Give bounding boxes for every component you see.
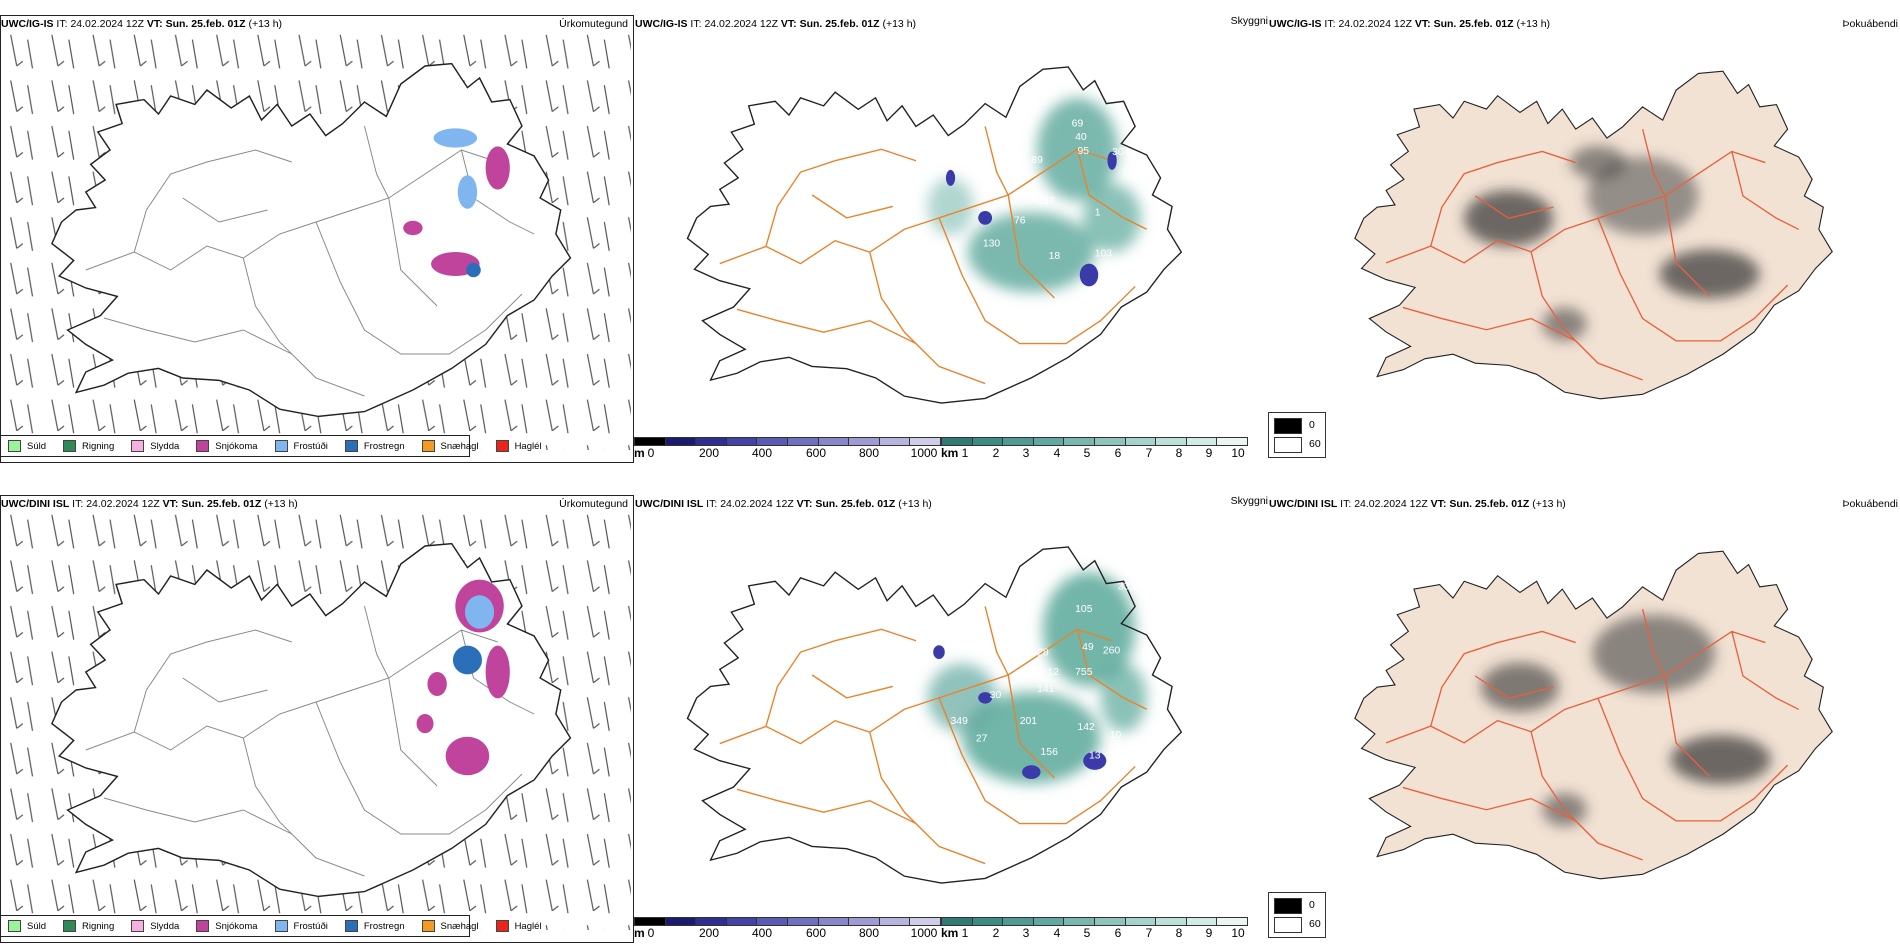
legend-item: Haglél xyxy=(495,440,542,452)
value-label: 89 xyxy=(1031,155,1043,166)
value-label: 103 xyxy=(1095,249,1113,260)
legend-item: Slydda xyxy=(131,440,179,452)
tick: 0 xyxy=(647,446,655,460)
precip-type-map xyxy=(1,510,631,930)
value-label: 18 xyxy=(1049,251,1061,262)
precip-legend: Súld Rigning Slydda Snjókoma Frostúði Fr… xyxy=(0,915,542,937)
precip-type-label: Úrkomutegund xyxy=(559,18,628,30)
fog-map xyxy=(1354,550,1833,880)
svg-text:201: 201 xyxy=(1020,716,1038,727)
fog-legend: 0 60 xyxy=(1268,892,1326,938)
tick: 800 xyxy=(858,446,880,460)
legend-item: Snjókoma xyxy=(196,440,258,452)
panel-title: UWC/DINI ISL IT: 24.02.2024 12Z VT: Sun.… xyxy=(1,498,298,510)
fog-shading xyxy=(1464,145,1760,341)
precip-type-panel-2: UWC/DINI ISL IT: 24.02.2024 12Z VT: Sun.… xyxy=(0,480,640,950)
visibility-values: 333 105 49 260 20 28 755 12 141 30 349 2… xyxy=(939,581,1135,761)
svg-text:142: 142 xyxy=(1077,722,1095,733)
legend-item: Súld xyxy=(8,440,46,452)
visibility-colorbar xyxy=(941,437,1248,446)
height-unit: m xyxy=(634,446,645,460)
fog-label: Þokuábendi xyxy=(1842,18,1898,30)
legend-item: Snæhagl xyxy=(421,440,479,452)
panel-title: UWC/IG-IS IT: 24.02.2024 12Z VT: Sun. 25… xyxy=(1,18,282,30)
tick: 1000 xyxy=(910,446,938,460)
visibility-map: 69 40 95 304 89 137 130 76 18 103 1 xyxy=(686,66,1182,404)
svg-text:20: 20 xyxy=(939,633,951,644)
svg-text:13: 13 xyxy=(1089,750,1101,761)
it-label: IT: xyxy=(56,18,68,30)
svg-text:12: 12 xyxy=(1047,667,1059,678)
fog-legend: 0 60 xyxy=(1268,412,1326,458)
legend-item: Frostregn xyxy=(344,440,405,452)
low-visibility-spots xyxy=(945,151,1117,287)
svg-text:28: 28 xyxy=(1037,648,1049,659)
panel-title: UWC/DINI ISL IT: 24.02.2024 12Z VT: Sun.… xyxy=(1269,498,1566,510)
value-label: 1 xyxy=(1095,208,1101,219)
value-label: 304 xyxy=(1112,147,1130,158)
fog-map xyxy=(1354,70,1833,400)
visibility-values: 69 40 95 304 89 137 130 76 18 103 1 xyxy=(983,118,1130,262)
value-label: 40 xyxy=(1075,132,1087,143)
value-label: 76 xyxy=(1014,216,1026,227)
svg-text:105: 105 xyxy=(1075,604,1093,615)
visibility-panel-1: UWC/IG-IS IT: 24.02.2024 12Z VT: Sun. 25… xyxy=(634,15,1268,460)
value-label: 69 xyxy=(1072,118,1084,129)
fog-panel-2: UWC/DINI ISL IT: 24.02.2024 12Z VT: Sun.… xyxy=(1268,480,1900,950)
panel-title: UWC/IG-IS IT: 24.02.2024 12Z VT: Sun. 25… xyxy=(1269,18,1551,30)
value-label: 95 xyxy=(1077,146,1089,157)
land xyxy=(1354,70,1833,400)
svg-text:30: 30 xyxy=(990,690,1002,701)
value-label: 130 xyxy=(983,238,1001,249)
panel-title: UWC/IG-IS IT: 24.02.2024 12Z VT: Sun. 25… xyxy=(635,18,917,30)
vt-label: VT: xyxy=(146,18,163,30)
visibility-colorbar xyxy=(941,917,1248,926)
svg-text:349: 349 xyxy=(951,716,969,727)
precip-areas xyxy=(403,128,510,278)
lead-time: (+13 h) xyxy=(248,18,283,30)
visibility-map: 333 105 49 260 20 28 755 12 141 30 349 2… xyxy=(686,546,1182,884)
svg-text:141: 141 xyxy=(1037,684,1055,695)
svg-text:10: 10 xyxy=(1110,730,1122,741)
it-value: 24.02.2024 12Z xyxy=(70,18,144,30)
visibility-unit: km xyxy=(941,446,959,460)
svg-text:755: 755 xyxy=(1075,667,1093,678)
panel-title: UWC/DINI ISL IT: 24.02.2024 12Z VT: Sun.… xyxy=(635,498,932,510)
precip-legend: Súld Rigning Slydda Snjókoma Frostúði Fr… xyxy=(0,435,542,457)
height-colorbar xyxy=(634,917,941,926)
visibility-panel-2: UWC/DINI ISL IT: 24.02.2024 12Z VT: Sun.… xyxy=(634,495,1268,940)
vt-value: Sun. 25.feb. 01Z xyxy=(165,18,246,30)
precip-map-frame xyxy=(0,15,634,463)
precip-type-panel-1: UWC/IG-IS IT: 24.02.2024 12Z VT: Sun. 25… xyxy=(0,0,640,470)
precip-areas xyxy=(416,579,510,776)
svg-text:333: 333 xyxy=(1118,581,1136,592)
height-colorbar xyxy=(634,437,941,446)
tick: 600 xyxy=(805,446,827,460)
svg-text:27: 27 xyxy=(976,733,988,744)
fog-label: Þokuábendi xyxy=(1842,498,1898,510)
svg-text:260: 260 xyxy=(1103,645,1121,656)
model-name: UWC/IG-IS xyxy=(1,18,54,30)
tick: 400 xyxy=(751,446,773,460)
value-label: 137 xyxy=(1037,196,1055,207)
legend-item: Rigning xyxy=(63,440,114,452)
svg-text:49: 49 xyxy=(1082,642,1094,653)
precip-type-label: Úrkomutegund xyxy=(559,498,628,510)
precip-map-frame xyxy=(0,495,634,943)
visibility-label: Skyggni xyxy=(1230,15,1268,27)
fog-panel-1: UWC/IG-IS IT: 24.02.2024 12Z VT: Sun. 25… xyxy=(1268,0,1900,470)
legend-item: Frostúði xyxy=(274,440,328,452)
tick: 200 xyxy=(698,446,720,460)
svg-text:156: 156 xyxy=(1041,747,1059,758)
visibility-label: Skyggni xyxy=(1230,495,1268,507)
precip-type-map xyxy=(1,30,631,450)
